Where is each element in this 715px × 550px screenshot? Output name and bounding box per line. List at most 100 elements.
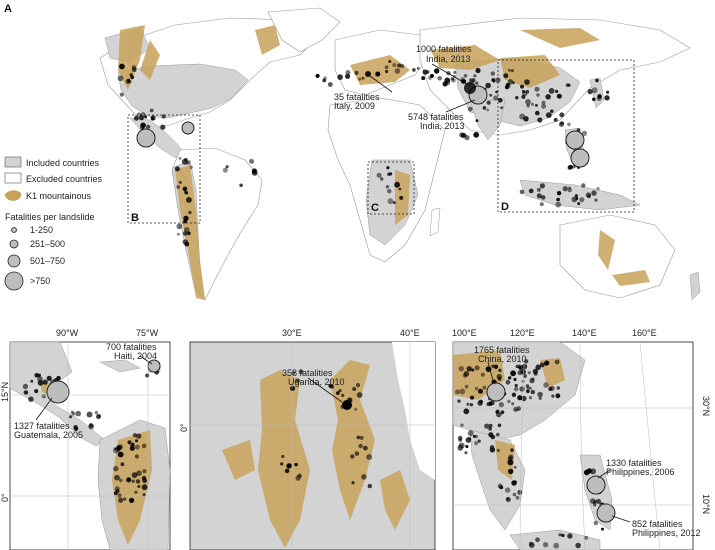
landslide-dot: [520, 369, 526, 375]
landslide-dot: [114, 486, 120, 492]
landslide-dot: [412, 68, 416, 72]
landslide-dot: [461, 79, 467, 84]
landslide-dot: [553, 542, 560, 549]
landslide-dot: [96, 414, 101, 420]
annot-india-5748-line2: India, 2013: [420, 121, 465, 131]
panel-b-annot-haiti-line2: Haiti, 2004: [114, 351, 157, 361]
legend-included-swatch: [4, 156, 22, 168]
landslide-dot: [69, 415, 73, 419]
panel-c-annot-uganda-line1: 358 fatalities: [282, 368, 333, 378]
landslide-dot: [536, 193, 542, 199]
landslide-dot: [511, 402, 515, 406]
landslide-dot: [37, 376, 43, 382]
panel-c-ocean: [392, 342, 435, 480]
landslide-dot: [176, 185, 180, 189]
landslide-dot: [351, 481, 355, 485]
landslide-dot: [528, 395, 533, 400]
landslide-dot: [115, 447, 119, 451]
landslide-dot: [387, 189, 392, 194]
landslide-dot: [189, 165, 193, 169]
landslide-dot: [385, 184, 390, 189]
landslide-dot: [511, 480, 517, 486]
landslide-dot: [518, 365, 523, 370]
landslide-dot: [281, 454, 285, 459]
landslide-dot: [361, 76, 365, 80]
event-india-2013-b: [464, 82, 476, 94]
landslide-dot: [490, 71, 495, 76]
landslide-dot: [548, 88, 555, 94]
annot-india-1000-line1: 1000 fatalities: [416, 44, 472, 54]
panel-d-event-philippines-2006: [586, 475, 606, 495]
landslide-dot: [132, 67, 137, 72]
landslide-dot: [117, 493, 122, 498]
legend-size-4-circle: [4, 271, 24, 291]
landslide-dot: [534, 86, 540, 92]
landslide-dot: [70, 410, 75, 414]
landslide-dot: [543, 382, 549, 388]
landslide-dot: [458, 366, 464, 372]
landslide-dot: [142, 493, 146, 497]
landslide-dot: [529, 541, 533, 546]
landslide-dot: [136, 433, 142, 439]
landslide-dot: [506, 497, 510, 501]
panel-b-event-guatemala: [46, 380, 70, 404]
landslide-dot: [117, 451, 124, 458]
landslide-dot: [184, 241, 190, 247]
landslide-dot: [178, 156, 182, 160]
panel-c-landslide-events: [280, 369, 373, 489]
landslide-dot: [593, 520, 598, 526]
panel-b-tick-left-1: 15°N: [0, 382, 10, 402]
legend-size-1-circle: [11, 227, 17, 233]
panel-a-label: A: [4, 3, 12, 15]
landslide-dot: [505, 379, 511, 385]
landslide-dot: [315, 73, 320, 78]
landslide-dot: [498, 98, 503, 103]
landslide-dot: [472, 434, 476, 438]
landslide-dot: [511, 392, 517, 397]
event-philippines-2012: [570, 148, 590, 168]
landslide-dot: [386, 166, 390, 170]
landslide-dot: [515, 495, 520, 500]
landslide-dot: [239, 183, 243, 188]
landslide-dot: [132, 433, 138, 438]
legend-mountainous-label: K1 mountainous: [26, 191, 92, 201]
landslide-dot: [88, 423, 94, 428]
landslide-dot: [606, 90, 610, 94]
landslide-dot: [471, 78, 476, 83]
landslide-dot: [536, 187, 541, 192]
landslide-dot: [355, 383, 361, 388]
landslide-dot: [434, 68, 440, 74]
inset-box-c: [367, 161, 415, 215]
landslide-dot: [184, 191, 189, 195]
landslide-dot: [114, 474, 120, 481]
landslide-dot: [42, 379, 48, 385]
panel-c-tick-top-2: 40°E: [400, 328, 420, 338]
landslide-dot: [541, 100, 546, 105]
landslide-dot: [117, 75, 124, 82]
landmass-australia: [559, 214, 676, 299]
landslide-dot: [484, 423, 490, 429]
landslide-dot: [496, 448, 500, 452]
landslide-dot: [399, 195, 404, 200]
panel-d-tick-right-1: 30°N: [701, 396, 711, 416]
landslide-dot: [581, 183, 586, 188]
landslide-dot: [37, 373, 41, 377]
landslide-dot: [129, 73, 133, 77]
landslide-dot: [581, 130, 588, 136]
landslide-dot: [134, 454, 139, 459]
legend-size-2-circle: [9, 239, 19, 249]
inset-box-d-label: D: [501, 201, 509, 213]
landslide-dot: [464, 451, 468, 455]
landslide-dot: [596, 187, 600, 191]
landslide-dot: [73, 426, 79, 432]
landslide-dot: [400, 64, 405, 68]
landslide-dot: [354, 407, 358, 411]
landslide-dot: [496, 432, 500, 437]
landslide-dot: [524, 79, 530, 85]
landslide-dot: [485, 82, 491, 89]
landslide-dot: [392, 201, 396, 205]
landslide-dot: [394, 181, 400, 188]
panel-c-annot-uganda-line2: Uganda, 2010: [288, 377, 345, 387]
landslide-dot: [350, 454, 355, 459]
landslide-dot: [141, 443, 147, 449]
